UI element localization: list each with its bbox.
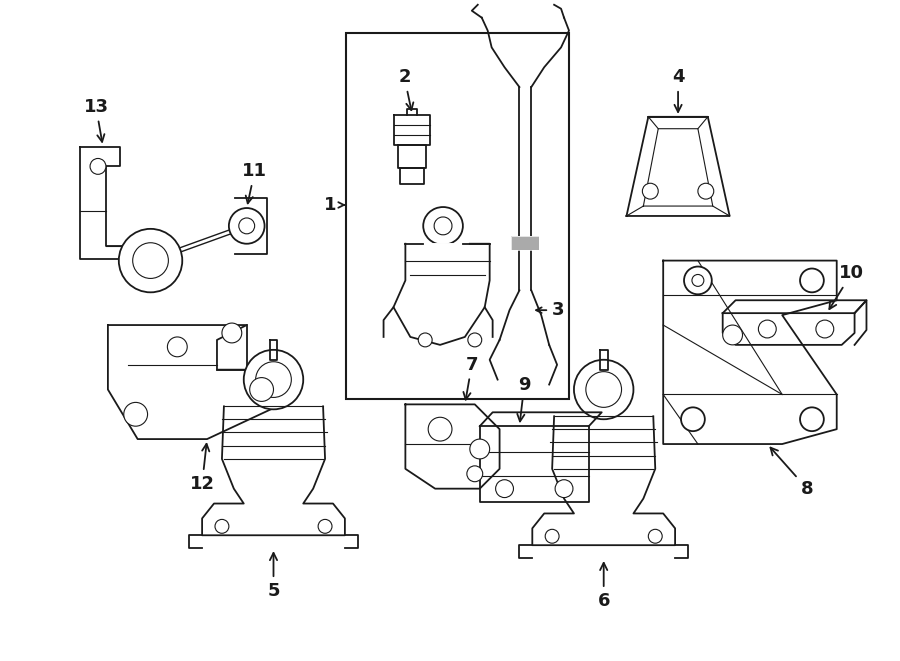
Polygon shape	[80, 147, 126, 258]
Circle shape	[759, 320, 776, 338]
Polygon shape	[626, 117, 730, 216]
Bar	[511, 236, 539, 250]
Text: 7: 7	[464, 356, 478, 400]
Circle shape	[468, 333, 482, 347]
Circle shape	[167, 337, 187, 357]
Circle shape	[574, 360, 634, 419]
Text: 13: 13	[84, 98, 109, 142]
Circle shape	[244, 350, 303, 409]
Circle shape	[428, 417, 452, 441]
Polygon shape	[405, 405, 500, 488]
Text: 12: 12	[190, 444, 214, 492]
Circle shape	[470, 439, 490, 459]
Circle shape	[681, 407, 705, 431]
Circle shape	[643, 183, 658, 199]
Circle shape	[119, 229, 183, 292]
Polygon shape	[855, 300, 867, 345]
Circle shape	[800, 268, 824, 292]
Circle shape	[238, 218, 255, 234]
Circle shape	[222, 323, 242, 343]
Text: 9: 9	[518, 375, 531, 422]
Circle shape	[586, 371, 622, 407]
Circle shape	[124, 403, 148, 426]
Circle shape	[723, 325, 742, 345]
Circle shape	[800, 407, 824, 431]
Circle shape	[555, 480, 573, 498]
Circle shape	[418, 333, 432, 347]
Polygon shape	[723, 300, 867, 313]
Polygon shape	[108, 325, 282, 439]
Bar	[511, 236, 539, 250]
Polygon shape	[532, 416, 675, 545]
Circle shape	[90, 159, 106, 175]
Polygon shape	[663, 260, 837, 444]
Circle shape	[545, 529, 559, 543]
Circle shape	[648, 529, 662, 543]
Text: 11: 11	[242, 163, 267, 204]
Circle shape	[698, 183, 714, 199]
Circle shape	[496, 480, 514, 498]
Text: 8: 8	[770, 447, 814, 498]
Polygon shape	[480, 412, 602, 426]
Circle shape	[256, 362, 292, 397]
Circle shape	[132, 243, 168, 278]
Text: 3: 3	[552, 301, 564, 319]
Text: 1: 1	[323, 196, 336, 214]
Circle shape	[229, 208, 265, 244]
Text: 10: 10	[829, 264, 864, 309]
Polygon shape	[393, 244, 490, 345]
Circle shape	[816, 320, 833, 338]
Circle shape	[684, 266, 712, 294]
Polygon shape	[202, 407, 345, 535]
Polygon shape	[480, 426, 589, 502]
Bar	[346, 32, 569, 399]
Circle shape	[249, 377, 274, 401]
Circle shape	[467, 466, 482, 482]
Text: 6: 6	[598, 563, 610, 609]
Text: 2: 2	[398, 68, 413, 110]
Text: 5: 5	[267, 553, 280, 600]
Text: 4: 4	[671, 68, 684, 112]
Polygon shape	[723, 313, 855, 345]
Circle shape	[215, 520, 229, 533]
Circle shape	[318, 520, 332, 533]
Circle shape	[692, 274, 704, 286]
